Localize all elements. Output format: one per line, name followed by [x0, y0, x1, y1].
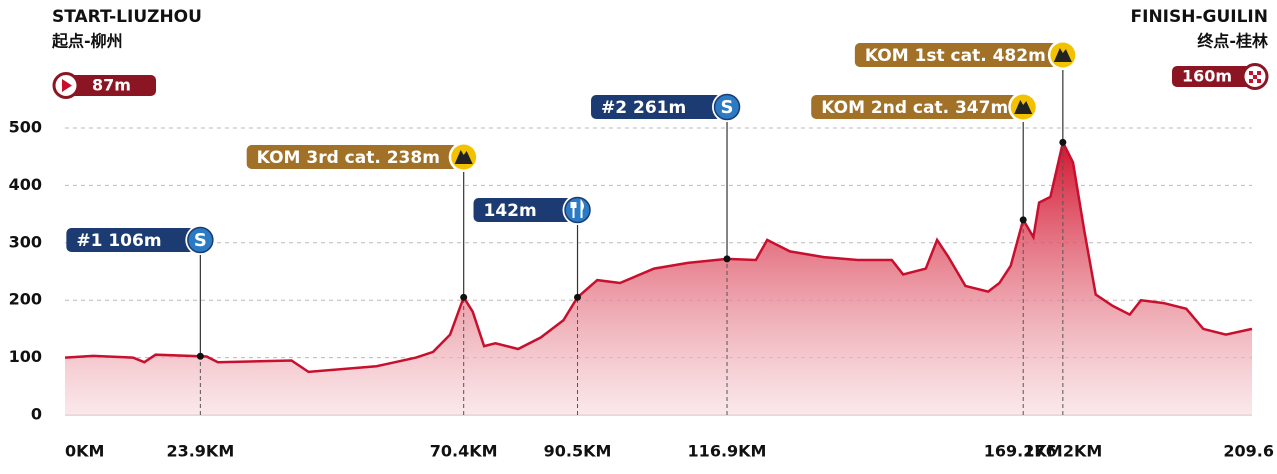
start-elevation: 87m	[92, 76, 131, 95]
marker-dot	[1059, 138, 1067, 146]
kom-mountain	[454, 150, 473, 164]
sprint-symbol: S	[721, 97, 734, 118]
sprint-symbol: S	[194, 230, 207, 251]
y-tick-label: 500	[9, 118, 42, 137]
profile-line	[64, 138, 1253, 374]
marker-box	[246, 145, 458, 169]
y-tick-label: 100	[9, 347, 42, 366]
x-tick-label: 0KM	[65, 442, 104, 461]
marker-icon-inner	[713, 93, 741, 121]
finish-name: FINISH-GUILIN	[1131, 7, 1269, 27]
start-name: START-LIUZHOU	[52, 7, 202, 27]
marker-icon-inner	[187, 226, 214, 254]
marker-box	[66, 228, 195, 252]
feed-icon	[570, 198, 585, 218]
marker-dot	[574, 293, 582, 301]
finish-flag	[1249, 71, 1261, 83]
x-tick-label: 90.5KM	[544, 442, 612, 461]
marker-label: 142m	[484, 201, 537, 221]
y-tick-label: 300	[9, 232, 42, 251]
start-play	[62, 79, 72, 92]
x-tick-label: 169.2KM	[984, 442, 1063, 461]
marker-label: KOM 3rd cat. 238m	[257, 148, 440, 168]
marker-label: KOM 1st cat. 482m	[865, 46, 1046, 66]
start-name-cn: 起点-柳州	[51, 32, 123, 51]
marker-label: KOM 2nd cat. 347m	[821, 98, 1008, 118]
profile-area	[65, 142, 1252, 415]
marker-dot	[723, 255, 731, 263]
marker-box	[811, 95, 1018, 119]
marker-dot	[460, 293, 468, 301]
start-badge	[60, 75, 156, 96]
marker-dot	[196, 352, 204, 360]
marker-label: #2 261m	[601, 98, 686, 118]
marker-box	[854, 43, 1057, 67]
x-tick-label: 176.2KM	[1023, 442, 1102, 461]
kom-mountain	[1014, 100, 1033, 114]
x-tick-label: 116.9KM	[688, 442, 767, 461]
marker-icon-inner	[564, 196, 591, 224]
y-tick-label: 200	[9, 290, 42, 309]
finish-name-cn: 终点-桂林	[1197, 32, 1268, 51]
finish-badge	[1172, 66, 1256, 87]
marker-dot	[1019, 216, 1027, 224]
y-tick-label: 0	[31, 405, 42, 424]
marker-label: #1 106m	[76, 231, 161, 251]
x-tick-label: 23.9KM	[166, 442, 234, 461]
x-tick-label: 70.4KM	[430, 442, 498, 461]
marker-box	[473, 198, 572, 222]
kom-mountain	[1053, 48, 1072, 62]
x-tick-label: 209.6	[1223, 442, 1274, 461]
marker-box	[591, 95, 722, 119]
finish-elevation: 160m	[1182, 67, 1232, 86]
y-tick-label: 400	[9, 175, 42, 194]
